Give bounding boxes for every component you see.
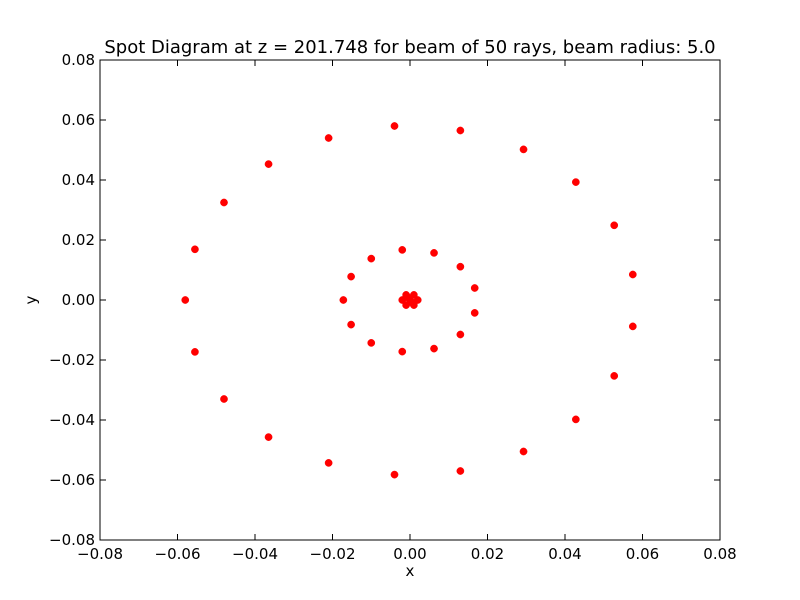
x-tick-label: 0.02: [471, 545, 504, 563]
y-tick-label: 0.04: [62, 171, 95, 189]
data-point: [470, 284, 479, 292]
data-point: [398, 347, 407, 356]
x-tick-label: −0.08: [77, 545, 123, 563]
data-point: [519, 145, 528, 154]
x-tick-label: 0.06: [626, 545, 659, 563]
x-tick-label: 0.04: [548, 545, 581, 563]
data-point: [347, 272, 355, 281]
data-point: [430, 249, 438, 257]
data-point: [367, 254, 376, 263]
x-tick-label: 0.08: [703, 545, 736, 563]
y-tick-label: −0.04: [49, 411, 95, 429]
x-axis-label: x: [406, 562, 415, 580]
data-point: [610, 221, 619, 230]
y-tick-label: −0.08: [49, 531, 95, 549]
y-tick-label: 0.00: [62, 291, 95, 309]
data-point: [339, 296, 348, 304]
y-tick-label: 0.02: [62, 231, 95, 249]
data-point: [430, 344, 438, 353]
data-point: [519, 447, 528, 456]
data-point: [390, 122, 399, 130]
y-tick-label: −0.02: [49, 351, 95, 369]
data-point: [191, 348, 199, 356]
data-point: [456, 262, 465, 271]
data-point: [264, 160, 273, 168]
data-point: [628, 322, 637, 331]
y-axis-label: y: [22, 295, 40, 304]
data-point: [456, 467, 465, 475]
data-point: [456, 126, 465, 135]
x-axis: −0.08 −0.06 −0.04 −0.02 0.00 0.02 0.04 0.06 0.08: [77, 60, 737, 563]
plot-frame: [99, 59, 721, 541]
data-point: [398, 246, 407, 254]
data-point: [610, 372, 619, 380]
x-tick-label: −0.06: [155, 545, 201, 563]
data-point: [347, 320, 355, 329]
data-point: [220, 198, 228, 207]
data-point: [628, 270, 637, 279]
data-point: [572, 415, 580, 424]
y-tick-label: −0.06: [49, 471, 95, 489]
data-point: [456, 330, 465, 339]
data-point: [367, 339, 376, 347]
data-point: [408, 298, 416, 307]
data-point: [470, 309, 479, 317]
y-axis: −0.08 −0.06 −0.04 −0.02 0.00 0.02 0.04 0.06 0.08: [49, 51, 720, 549]
x-tick-label: −0.02: [310, 545, 356, 563]
data-point: [264, 433, 273, 441]
data-point: [181, 296, 190, 304]
data-points: [181, 122, 637, 479]
data-point: [324, 134, 333, 142]
y-tick-label: 0.06: [62, 111, 95, 129]
x-tick-label: 0.00: [393, 545, 426, 563]
chart-title: Spot Diagram at z = 201.748 for beam of …: [104, 37, 715, 58]
data-point: [324, 459, 333, 467]
x-tick-label: −0.04: [232, 545, 278, 563]
data-point: [390, 470, 399, 479]
data-point: [572, 178, 580, 186]
y-tick-label: 0.08: [62, 51, 95, 69]
data-point: [220, 395, 228, 403]
data-point: [191, 245, 199, 254]
